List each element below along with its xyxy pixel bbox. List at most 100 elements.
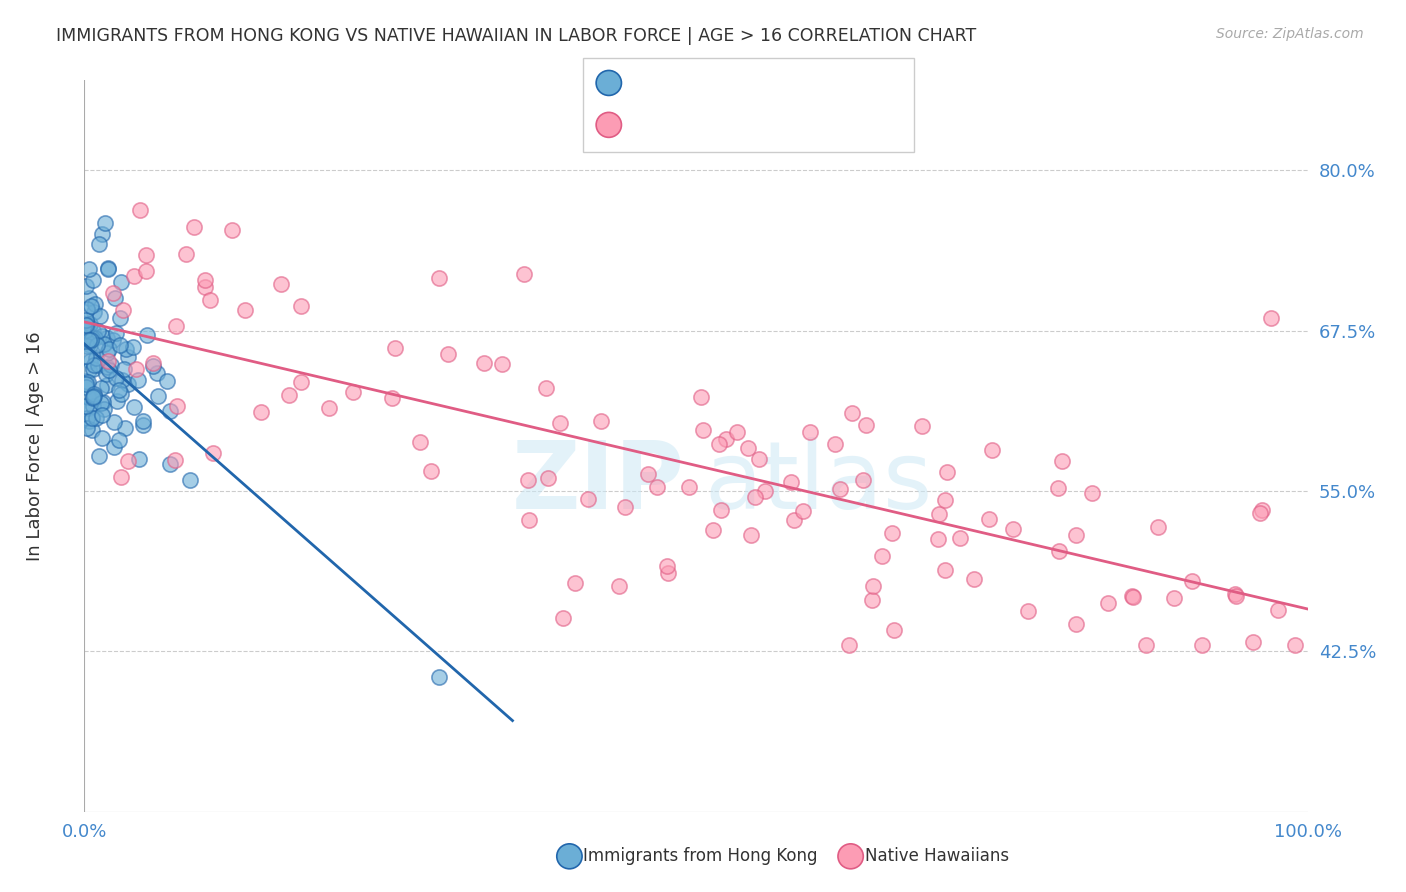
Point <box>536 381 558 395</box>
Point <box>1260 310 1282 325</box>
Point <box>84 351 107 365</box>
Point <box>427 271 450 285</box>
Point <box>80 299 103 313</box>
Point <box>1017 604 1039 618</box>
Point <box>122 340 145 354</box>
Text: Source: ZipAtlas.com: Source: ZipAtlas.com <box>1216 27 1364 41</box>
Point <box>105 393 128 408</box>
Point <box>76 338 98 352</box>
Point <box>131 414 153 428</box>
Point <box>678 480 700 494</box>
Point <box>80 423 103 437</box>
Point <box>96 345 118 359</box>
Point <box>977 512 1000 526</box>
Point <box>129 202 152 217</box>
Point <box>645 480 668 494</box>
Point <box>75 322 97 336</box>
Point <box>1097 596 1119 610</box>
Point <box>1284 638 1306 652</box>
Point <box>342 385 364 400</box>
Point <box>607 579 630 593</box>
Point <box>111 302 134 317</box>
Text: ZIP: ZIP <box>512 436 685 529</box>
Point <box>737 441 759 455</box>
Point <box>105 326 128 340</box>
Point <box>1251 503 1274 517</box>
Point <box>934 492 956 507</box>
Point <box>655 559 678 574</box>
Point <box>75 323 97 337</box>
Point <box>82 390 104 404</box>
Point <box>163 452 186 467</box>
Text: R =: R = <box>630 116 666 134</box>
Point <box>194 273 217 287</box>
Point <box>84 297 107 311</box>
Point <box>270 277 292 291</box>
Point <box>710 502 733 516</box>
Point <box>135 264 157 278</box>
Point <box>83 388 105 402</box>
Point <box>381 391 404 405</box>
Point <box>135 248 157 262</box>
Point <box>98 343 121 357</box>
Point <box>702 523 724 537</box>
Point <box>75 380 97 394</box>
Text: IMMIGRANTS FROM HONG KONG VS NATIVE HAWAIIAN IN LABOR FORCE | AGE > 16 CORRELATI: IMMIGRANTS FROM HONG KONG VS NATIVE HAWA… <box>56 27 977 45</box>
Point <box>707 437 730 451</box>
Point <box>108 433 131 447</box>
Point <box>1225 589 1247 603</box>
Point <box>75 313 97 327</box>
Point <box>79 261 101 276</box>
Point <box>1050 453 1073 467</box>
Point <box>132 417 155 432</box>
Point <box>221 223 243 237</box>
Point <box>111 373 134 387</box>
Point <box>103 440 125 454</box>
Point <box>165 319 187 334</box>
Point <box>79 338 101 352</box>
Point <box>77 375 100 389</box>
Point <box>96 261 118 276</box>
Point <box>536 470 558 484</box>
Point <box>76 302 98 317</box>
Point <box>117 454 139 468</box>
Point <box>692 424 714 438</box>
Point <box>250 405 273 419</box>
Point <box>233 303 256 318</box>
Point <box>77 333 100 347</box>
Point <box>882 525 904 540</box>
Point <box>117 377 139 392</box>
Point <box>860 593 883 607</box>
Point <box>551 610 574 624</box>
Point <box>744 490 766 504</box>
Point <box>156 374 179 388</box>
Point <box>576 492 599 507</box>
Point <box>76 390 98 404</box>
Point <box>82 331 104 345</box>
Point <box>564 575 586 590</box>
Point <box>883 623 905 637</box>
Point <box>1001 522 1024 536</box>
Point <box>75 374 97 388</box>
Point <box>174 246 197 260</box>
Point <box>1181 574 1204 588</box>
Text: -0.486: -0.486 <box>676 74 735 92</box>
Point <box>75 349 97 363</box>
Point <box>112 362 135 376</box>
Point <box>93 336 115 351</box>
Point <box>90 396 112 410</box>
Point <box>517 473 540 487</box>
Point <box>83 387 105 401</box>
Point <box>110 310 132 325</box>
Point <box>689 390 711 404</box>
Point <box>1047 544 1070 558</box>
Point <box>179 473 201 487</box>
Point <box>384 341 406 355</box>
Point <box>550 416 572 430</box>
Point <box>125 361 148 376</box>
Point <box>855 418 877 433</box>
Point <box>1064 527 1087 541</box>
Point <box>75 376 97 391</box>
Point <box>1066 617 1088 632</box>
Point <box>146 389 169 403</box>
